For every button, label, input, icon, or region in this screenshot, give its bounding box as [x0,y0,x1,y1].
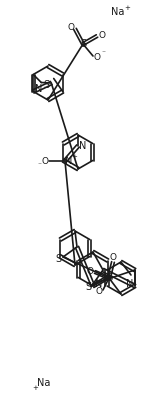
Text: S: S [106,273,112,283]
Text: O: O [110,253,117,262]
Text: S: S [43,80,49,89]
Text: N: N [35,84,42,93]
Text: +: + [124,5,130,11]
Text: S: S [55,254,61,264]
Text: O: O [93,53,100,62]
Text: N: N [95,279,103,289]
Text: ⁻: ⁻ [37,160,41,169]
Text: O: O [68,24,75,33]
Text: Na: Na [111,7,125,17]
Text: N: N [79,141,87,151]
Text: N: N [65,156,73,166]
Text: O: O [41,157,49,166]
Text: O: O [98,31,105,40]
Text: ⁻: ⁻ [91,284,95,293]
Text: O: O [95,288,102,297]
Text: S: S [85,282,91,292]
Text: O: O [86,268,93,277]
Text: +: + [71,154,77,160]
Text: S: S [80,39,86,49]
Text: N: N [126,279,134,289]
Text: Na: Na [37,378,51,388]
Text: +: + [32,385,38,391]
Text: ⁻: ⁻ [101,49,105,58]
